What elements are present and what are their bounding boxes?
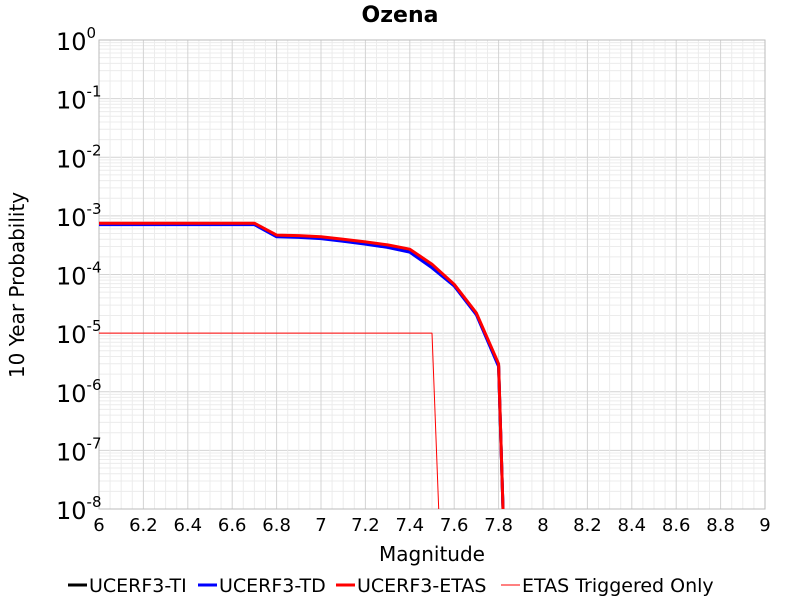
y-tick-base: 10 bbox=[56, 204, 87, 232]
y-tick-exponent: -5 bbox=[87, 317, 102, 335]
x-axis-label: Magnitude bbox=[379, 542, 485, 566]
y-tick-label: 10-6 bbox=[56, 376, 102, 408]
plot-area bbox=[98, 39, 766, 510]
y-tick-exponent: -4 bbox=[87, 259, 102, 277]
x-tick-label: 8.4 bbox=[617, 515, 646, 536]
y-axis-label: 10 Year Probability bbox=[5, 192, 29, 378]
x-tick-label: 6.8 bbox=[262, 515, 291, 536]
y-tick-exponent: 0 bbox=[87, 24, 97, 42]
y-tick-base: 10 bbox=[56, 28, 87, 56]
y-tick-label: 10-2 bbox=[56, 141, 102, 173]
x-tick-label: 9 bbox=[759, 515, 770, 536]
x-tick-label: 8.2 bbox=[573, 515, 602, 536]
series-lines bbox=[99, 221, 505, 510]
y-tick-label: 10-8 bbox=[56, 493, 102, 525]
y-tick-base: 10 bbox=[56, 321, 87, 349]
x-tick-label: 7 bbox=[315, 515, 326, 536]
series-line-ucerf3-td bbox=[99, 223, 505, 510]
x-axis-ticks: 6 6.2 6.4 6.6 6.8 7 7.2 7.4 7.6 7.8 8 8.2 8.4 8.6 8.8 9 bbox=[93, 515, 770, 536]
y-tick-base: 10 bbox=[56, 263, 87, 291]
x-tick-label: 8 bbox=[537, 515, 548, 536]
grid bbox=[98, 39, 766, 510]
x-tick-label: 6.2 bbox=[129, 515, 158, 536]
x-tick-label: 6 bbox=[93, 515, 104, 536]
y-tick-exponent: -3 bbox=[87, 200, 102, 218]
y-tick-base: 10 bbox=[56, 497, 87, 525]
y-tick-exponent: -8 bbox=[87, 493, 102, 511]
y-tick-base: 10 bbox=[56, 438, 87, 466]
legend: UCERF3-TI UCERF3-TD UCERF3-ETAS ETAS Trigge… bbox=[68, 575, 714, 597]
legend-label: UCERF3-TI bbox=[89, 575, 187, 597]
y-tick-base: 10 bbox=[56, 380, 87, 408]
y-tick-label: 10-4 bbox=[56, 259, 102, 291]
y-tick-base: 10 bbox=[56, 145, 87, 173]
x-tick-label: 6.4 bbox=[173, 515, 202, 536]
y-tick-exponent: -7 bbox=[87, 434, 102, 452]
series-line-ucerf3-ti bbox=[99, 222, 505, 510]
x-tick-label: 7.6 bbox=[440, 515, 469, 536]
x-tick-label: 7.8 bbox=[484, 515, 513, 536]
legend-label: ETAS Triggered Only bbox=[522, 575, 714, 597]
x-tick-label: 7.4 bbox=[395, 515, 424, 536]
chart-title: Ozena bbox=[362, 3, 439, 28]
y-tick-label: 10-5 bbox=[56, 317, 102, 349]
series-line-etas-triggered-only bbox=[99, 332, 440, 510]
legend-label: UCERF3-TD bbox=[219, 575, 326, 597]
y-tick-label: 10-7 bbox=[56, 434, 102, 466]
x-tick-label: 8.6 bbox=[662, 515, 691, 536]
y-tick-exponent: -6 bbox=[87, 376, 102, 394]
y-tick-label: 10-1 bbox=[56, 83, 102, 115]
y-tick-exponent: -1 bbox=[87, 83, 102, 101]
x-tick-label: 7.2 bbox=[351, 515, 380, 536]
x-tick-label: 6.6 bbox=[218, 515, 247, 536]
series-line-ucerf3-etas bbox=[99, 221, 505, 510]
x-tick-label: 8.8 bbox=[706, 515, 735, 536]
legend-label: UCERF3-ETAS bbox=[357, 575, 486, 597]
y-tick-label: 100 bbox=[56, 24, 96, 56]
y-tick-base: 10 bbox=[56, 87, 87, 115]
y-tick-exponent: -2 bbox=[87, 141, 102, 159]
y-tick-label: 10-3 bbox=[56, 200, 102, 232]
